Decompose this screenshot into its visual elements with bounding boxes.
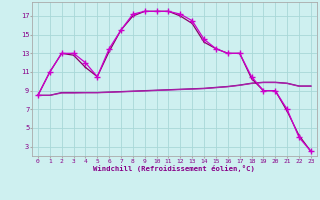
X-axis label: Windchill (Refroidissement éolien,°C): Windchill (Refroidissement éolien,°C) — [93, 165, 255, 172]
